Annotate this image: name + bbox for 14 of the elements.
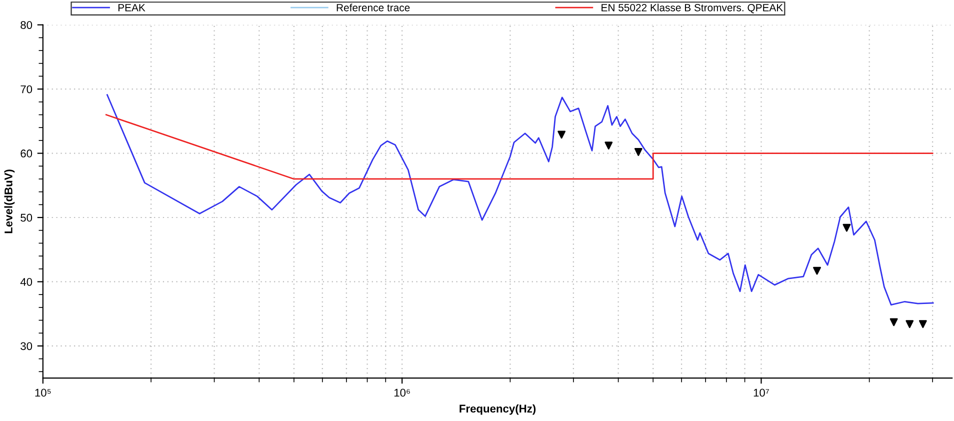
x-tick-label: 10⁶ [394, 388, 410, 397]
legend-label: PEAK [118, 4, 146, 12]
y-tick-label: 40 [20, 278, 32, 286]
x-tick-label: 10⁵ [35, 388, 51, 397]
y-axis-title: Level(dBuV) [4, 170, 15, 234]
y-tick-label: 60 [20, 150, 32, 158]
y-tick-label: 80 [20, 21, 32, 29]
y-tick-label: 50 [20, 214, 32, 222]
legend-label: EN 55022 Klasse B Stromvers. QPEAK [602, 4, 783, 14]
x-tick-label: 10⁷ [754, 388, 769, 397]
y-tick-label: 70 [20, 85, 32, 94]
legend-label: Reference trace [336, 4, 410, 12]
y-tick-label: 30 [20, 342, 32, 350]
x-axis-title: Frequency(Hz) [460, 404, 536, 415]
